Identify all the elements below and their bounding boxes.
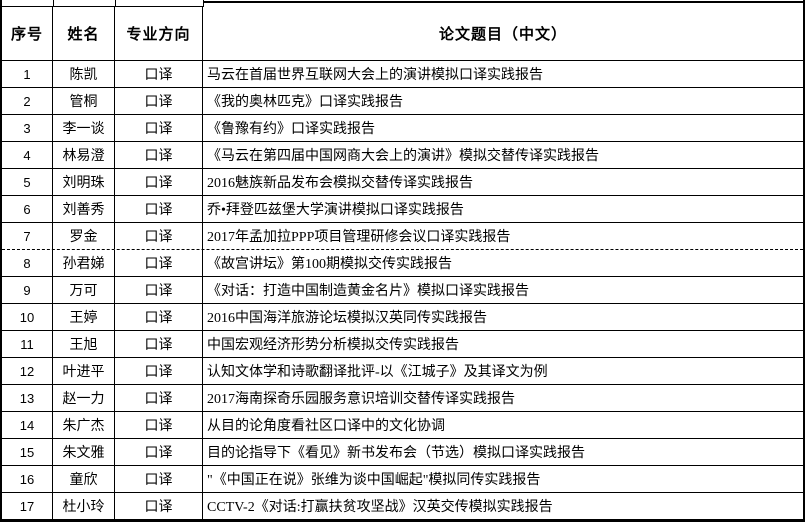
row-major-cell: 口译 <box>115 250 203 276</box>
row-title-cell: 中国宏观经济形势分析模拟交传实践报告 <box>207 338 459 353</box>
row-title-cell: 2017年孟加拉PPP项目管理研修会议口译实践报告 <box>207 230 511 245</box>
row-index-cell: 2 <box>2 88 53 114</box>
row-major-cell: 口译 <box>115 115 203 141</box>
column-header-name: 姓名 <box>53 7 115 60</box>
row-index-cell: 10 <box>2 304 53 330</box>
row-index-cell: 9 <box>2 277 53 303</box>
row-major-cell: 口译 <box>115 439 203 465</box>
row-title-cell: 《鲁豫有约》口译实践报告 <box>207 122 375 137</box>
table-row: 7 罗金 口译 2017年孟加拉PPP项目管理研修会议口译实践报告 <box>2 223 803 250</box>
row-major-cell: 口译 <box>115 142 203 168</box>
table-row: 9 万可 口译 《对话：打造中国制造黄金名片》模拟口译实践报告 <box>2 277 803 304</box>
table-row: 4 林易澄 口译 《马云在第四届中国网商大会上的演讲》模拟交替传译实践报告 <box>2 142 803 169</box>
row-major-cell: 口译 <box>115 358 203 384</box>
table-row: 17 杜小玲 口译 CCTV-2《对话:打赢扶贫攻坚战》汉英交传模拟实践报告 <box>2 493 803 520</box>
table-row: 14 朱广杰 口译 从目的论角度看社区口译中的文化协调 <box>2 412 803 439</box>
row-name-cell: 孙君娣 <box>53 250 115 276</box>
row-title-cell: 目的论指导下《看见》新书发布会（节选）模拟口译实践报告 <box>207 446 585 461</box>
row-index-cell: 4 <box>2 142 53 168</box>
row-name-cell: 刘明珠 <box>53 169 115 195</box>
row-major-cell: 口译 <box>115 277 203 303</box>
table-row: 16 童欣 口译 "《中国正在说》张维为谈中国崛起"模拟同传实践报告 <box>2 466 803 493</box>
table-body: 1 陈凯 口译 马云在首届世界互联网大会上的演讲模拟口译实践报告 2 管桐 口译… <box>2 61 803 520</box>
row-name-cell: 王旭 <box>53 331 115 357</box>
row-title-cell: 从目的论角度看社区口译中的文化协调 <box>207 419 445 434</box>
row-index-cell: 14 <box>2 412 53 438</box>
row-index-cell: 1 <box>2 61 53 87</box>
row-major-cell: 口译 <box>115 331 203 357</box>
row-title-cell: 《对话：打造中国制造黄金名片》模拟口译实践报告 <box>207 284 529 299</box>
table-row: 5 刘明珠 口译 2016魅族新品发布会模拟交替传译实践报告 <box>2 169 803 196</box>
row-major-cell: 口译 <box>115 169 203 195</box>
table-row: 11 王旭 口译 中国宏观经济形势分析模拟交传实践报告 <box>2 331 803 358</box>
row-name-cell: 陈凯 <box>53 61 115 87</box>
row-index-cell: 12 <box>2 358 53 384</box>
grid-line <box>115 0 116 7</box>
table-header-row: 序号 姓名 专业方向 论文题目（中文） <box>2 7 803 61</box>
row-title-cell: 乔•拜登匹兹堡大学演讲模拟口译实践报告 <box>207 203 464 218</box>
row-name-cell: 李一谈 <box>53 115 115 141</box>
row-index-cell: 8 <box>2 250 53 276</box>
row-title-cell: "《中国正在说》张维为谈中国崛起"模拟同传实践报告 <box>207 473 541 488</box>
row-major-cell: 口译 <box>115 385 203 411</box>
row-title-cell: 2017海南探奇乐园服务意识培训交替传译实践报告 <box>207 392 515 407</box>
row-name-cell: 王婷 <box>53 304 115 330</box>
row-name-cell: 朱文雅 <box>53 439 115 465</box>
table-row: 10 王婷 口译 2016中国海洋旅游论坛模拟汉英同传实践报告 <box>2 304 803 331</box>
table-row: 12 叶进平 口译 认知文体学和诗歌翻译批评-以《江城子》及其译文为例 <box>2 358 803 385</box>
row-title-cell: CCTV-2《对话:打赢扶贫攻坚战》汉英交传模拟实践报告 <box>207 500 553 515</box>
table-row: 8 孙君娣 口译 《故宫讲坛》第100期模拟交传实践报告 <box>2 250 803 277</box>
row-title-cell: 《故宫讲坛》第100期模拟交传实践报告 <box>207 257 452 272</box>
row-index-cell: 16 <box>2 466 53 492</box>
grid-line <box>203 0 204 7</box>
column-header-major: 专业方向 <box>115 7 203 60</box>
row-major-cell: 口译 <box>115 223 203 249</box>
table-row: 6 刘善秀 口译 乔•拜登匹兹堡大学演讲模拟口译实践报告 <box>2 196 803 223</box>
row-name-cell: 管桐 <box>53 88 115 114</box>
row-name-cell: 刘善秀 <box>53 196 115 222</box>
row-major-cell: 口译 <box>115 88 203 114</box>
row-index-cell: 3 <box>2 115 53 141</box>
row-name-cell: 童欣 <box>53 466 115 492</box>
row-index-cell: 15 <box>2 439 53 465</box>
row-name-cell: 万可 <box>53 277 115 303</box>
row-major-cell: 口译 <box>115 196 203 222</box>
column-header-title: 论文题目（中文） <box>438 27 567 43</box>
row-title-cell: 认知文体学和诗歌翻译批评-以《江城子》及其译文为例 <box>207 365 548 380</box>
row-index-cell: 5 <box>2 169 53 195</box>
row-name-cell: 叶进平 <box>53 358 115 384</box>
grid-line <box>53 0 54 7</box>
table-row: 3 李一谈 口译 《鲁豫有约》口译实践报告 <box>2 115 803 142</box>
row-index-cell: 6 <box>2 196 53 222</box>
row-name-cell: 朱广杰 <box>53 412 115 438</box>
table-row: 13 赵一力 口译 2017海南探奇乐园服务意识培训交替传译实践报告 <box>2 385 803 412</box>
table-row: 15 朱文雅 口译 目的论指导下《看见》新书发布会（节选）模拟口译实践报告 <box>2 439 803 466</box>
partial-row-top <box>2 0 803 7</box>
row-major-cell: 口译 <box>115 61 203 87</box>
row-title-cell: 《马云在第四届中国网商大会上的演讲》模拟交替传译实践报告 <box>207 149 599 164</box>
row-name-cell: 林易澄 <box>53 142 115 168</box>
row-index-cell: 11 <box>2 331 53 357</box>
row-name-cell: 赵一力 <box>53 385 115 411</box>
grid-line <box>203 1 803 3</box>
row-major-cell: 口译 <box>115 412 203 438</box>
table-row: 1 陈凯 口译 马云在首届世界互联网大会上的演讲模拟口译实践报告 <box>2 61 803 88</box>
row-major-cell: 口译 <box>115 304 203 330</box>
row-name-cell: 罗金 <box>53 223 115 249</box>
column-header-index: 序号 <box>2 7 53 60</box>
table-row: 2 管桐 口译 《我的奥林匹克》口译实践报告 <box>2 88 803 115</box>
row-index-cell: 13 <box>2 385 53 411</box>
row-title-cell: 马云在首届世界互联网大会上的演讲模拟口译实践报告 <box>207 68 543 83</box>
row-major-cell: 口译 <box>115 466 203 492</box>
row-index-cell: 7 <box>2 223 53 249</box>
row-index-cell: 17 <box>2 493 53 519</box>
row-name-cell: 杜小玲 <box>53 493 115 519</box>
grid-line <box>2 6 204 7</box>
row-title-cell: 2016魅族新品发布会模拟交替传译实践报告 <box>207 176 473 191</box>
row-title-cell: 《我的奥林匹克》口译实践报告 <box>207 95 403 110</box>
row-title-cell: 2016中国海洋旅游论坛模拟汉英同传实践报告 <box>207 311 487 326</box>
row-major-cell: 口译 <box>115 493 203 519</box>
